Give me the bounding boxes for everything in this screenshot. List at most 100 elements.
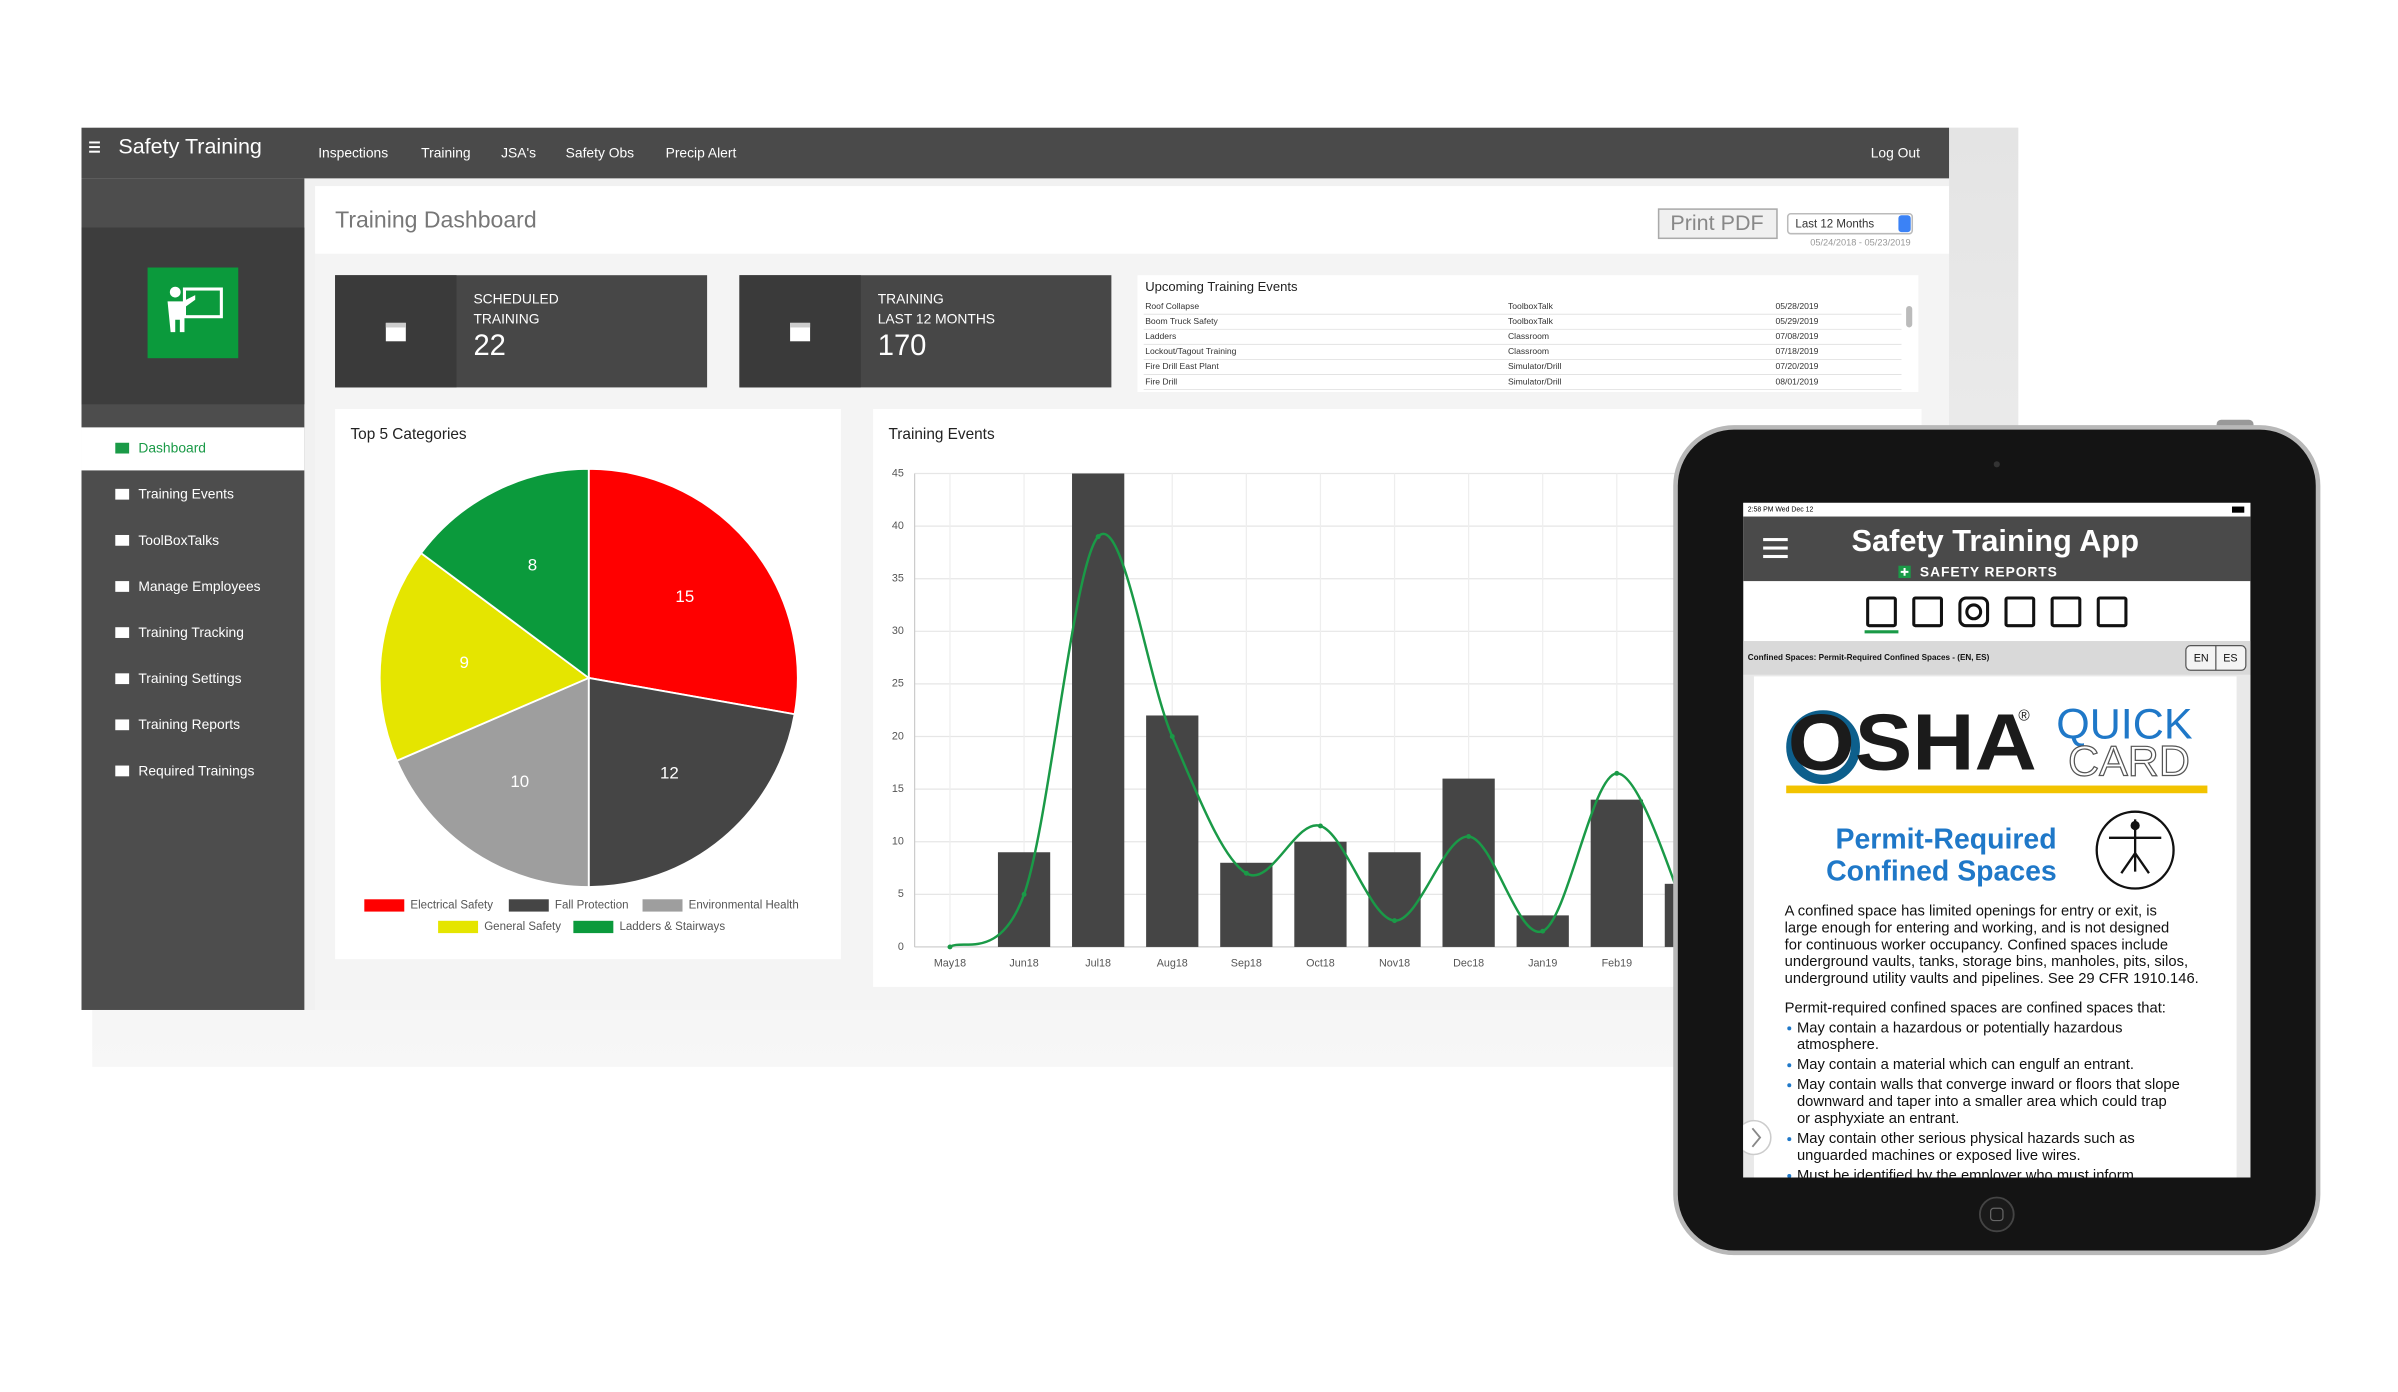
nav-link[interactable]: Inspections: [318, 144, 388, 160]
stat-label: TRAINING: [878, 290, 944, 306]
status-bar: [1743, 502, 2251, 517]
nav-link[interactable]: JSA's: [501, 144, 536, 160]
vitruvian-figure: [2109, 819, 2162, 874]
legend-label: Environmental Health: [689, 899, 799, 911]
print-button[interactable]: [1657, 208, 1778, 240]
menu-icon: [89, 150, 100, 153]
trend-point: [1392, 918, 1397, 924]
y-tick-label: 45: [892, 467, 904, 479]
trend-point: [1095, 534, 1101, 540]
pie-label: 12: [660, 763, 679, 782]
legend-swatch: [364, 899, 405, 912]
toolbar-icon[interactable]: [1958, 596, 1990, 628]
table-cell: 05/29/2019: [1775, 316, 1818, 326]
bullet: [1787, 1137, 1792, 1142]
x-tick-label: Feb19: [1602, 958, 1633, 970]
doc-text: downward and taper into a smaller area w…: [1797, 1094, 2167, 1110]
bar: [1368, 852, 1421, 947]
stat-value: 170: [878, 330, 927, 362]
legend-swatch: [642, 899, 683, 912]
card-text: CARD: [2068, 737, 2190, 785]
bar: [1220, 862, 1273, 947]
trend-point: [1614, 770, 1620, 776]
logout-link[interactable]: Log Out: [1871, 144, 1920, 160]
nav-link[interactable]: Safety Obs: [566, 144, 634, 160]
brand: Safety Training: [118, 134, 262, 158]
table-cell: Ladders: [1145, 331, 1176, 341]
table-cell: 07/18/2019: [1775, 346, 1818, 356]
table-cell: Simulator/Drill: [1508, 361, 1562, 371]
bullet: [1787, 1026, 1792, 1031]
nav-link[interactable]: Training: [421, 144, 470, 160]
calendar-top: [385, 322, 406, 328]
pie-label: 10: [510, 772, 529, 791]
document-page: [1753, 676, 2237, 1178]
trend-point: [1243, 870, 1249, 876]
doc-text: or asphyxiate an entrant.: [1797, 1111, 1959, 1127]
table-cell: Lockout/Tagout Training: [1145, 346, 1236, 356]
sidebar-link[interactable]: Dashboard: [138, 440, 206, 456]
battery: [2231, 506, 2245, 513]
toolbar-icon[interactable]: [2004, 596, 2036, 628]
legend-swatch: [508, 899, 549, 912]
sidebar-link[interactable]: Training Settings: [138, 670, 241, 686]
table-cell: Classroom: [1508, 331, 1549, 341]
legend-swatch: [438, 920, 479, 934]
bar: [1294, 841, 1347, 947]
camera: [1993, 461, 2000, 468]
doc-next-arrow: [1751, 1127, 1762, 1148]
vitruvian-head: [2130, 820, 2140, 831]
upcoming-panel: [1137, 275, 1919, 393]
sidebar-link[interactable]: Training Events: [138, 486, 234, 502]
doc-heading: Permit-Required: [1836, 823, 2057, 855]
toolbar-icon[interactable]: [2096, 596, 2128, 628]
doc-heading: Confined Spaces: [1826, 856, 2057, 888]
sidebar-link[interactable]: Required Trainings: [138, 762, 254, 778]
toolbar-icon[interactable]: [2050, 596, 2082, 628]
sidebar-link[interactable]: Training Tracking: [138, 624, 244, 640]
doc-text: May contain a hazardous or potentially h…: [1797, 1020, 2123, 1036]
bar: [1590, 799, 1643, 947]
menu-item-icon: [115, 627, 130, 638]
table-cell: Boom Truck Safety: [1145, 316, 1218, 326]
pie-title: Top 5 Categories: [350, 426, 466, 443]
pie-slice: [378, 551, 591, 762]
sidebar-link[interactable]: Training Reports: [138, 716, 240, 732]
legend-label: General Safety: [484, 921, 561, 933]
dashboard-window: Safety Training Inspections Training JSA's S…: [81, 127, 1950, 1010]
tablet-screen: 2:58 PM Wed Dec 12 Safety Training App SAF…: [1737, 502, 2251, 1178]
breadcrumb: Confined Spaces: Permit-Required Confine…: [1748, 653, 1990, 662]
legend-label: Fall Protection: [555, 899, 629, 911]
print-button-label: Print PDF: [1670, 211, 1763, 235]
home-square: [1990, 1207, 2004, 1222]
menu-icon: [1763, 538, 1788, 542]
tablet: 2:58 PM Wed Dec 12 Safety Training App SAF…: [1673, 419, 2321, 1256]
menu-icon: [1763, 546, 1788, 550]
menu-icon: [89, 146, 100, 149]
pie-slice: [395, 676, 590, 888]
table-cell: Fire Drill: [1145, 376, 1177, 386]
range-select[interactable]: [1786, 212, 1914, 235]
app-title: Safety Training App: [1852, 523, 2139, 558]
home-button[interactable]: [1978, 1196, 2015, 1233]
doc-next[interactable]: [1737, 1119, 1772, 1156]
menu-item-icon: [115, 581, 130, 592]
table-cell: 05/28/2019: [1775, 301, 1818, 311]
y-tick-label: 40: [892, 520, 904, 532]
toolbar-icon[interactable]: [1866, 596, 1897, 628]
doc-text: atmosphere.: [1797, 1037, 1879, 1053]
toolbar-icon[interactable]: [1912, 596, 1943, 628]
logo-icon: [147, 267, 239, 359]
top-nav: [81, 127, 1950, 179]
pie-slice: [587, 676, 796, 888]
pie-label: 15: [675, 587, 694, 606]
page-title: Training Dashboard: [335, 206, 537, 232]
trend-line: [949, 532, 1693, 949]
pie-slice: [587, 467, 799, 716]
x-tick-label: May18: [934, 958, 966, 970]
sidebar-link[interactable]: Manage Employees: [138, 578, 260, 594]
bullet: [1787, 1083, 1792, 1088]
sidebar-link[interactable]: ToolBoxTalks: [138, 532, 219, 548]
nav-link[interactable]: Precip Alert: [666, 144, 737, 160]
